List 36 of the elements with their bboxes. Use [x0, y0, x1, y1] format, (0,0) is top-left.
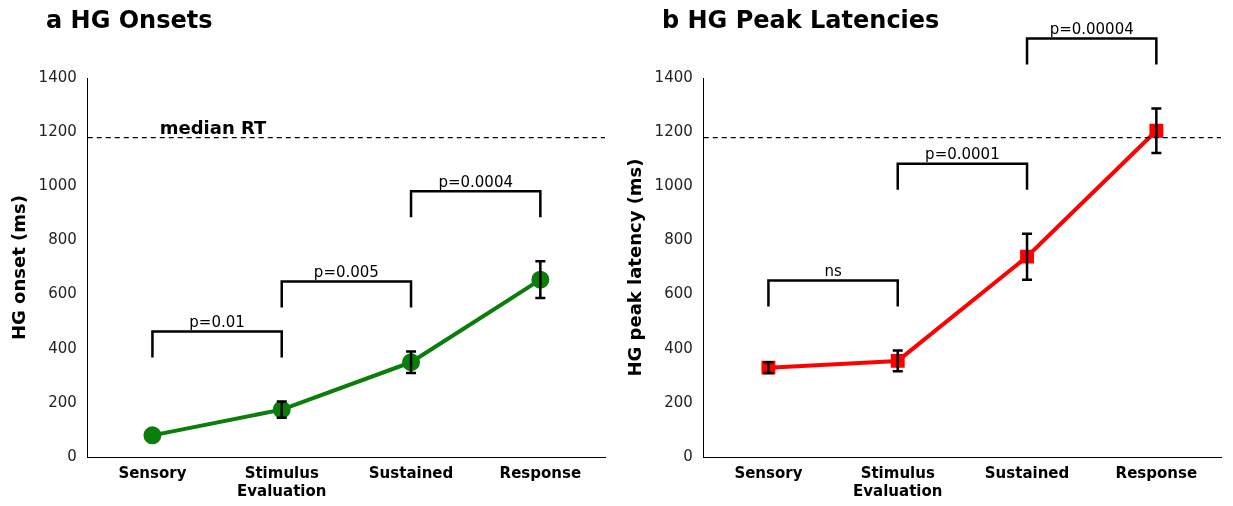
annotation: p=0.005	[313, 262, 379, 281]
y-tick-label: 0	[683, 446, 693, 465]
x-tick-label: Sensory	[118, 463, 187, 482]
x-tick-label: Sustained	[984, 463, 1070, 482]
y-tick-label: 200	[664, 392, 693, 411]
chart-title: a HG Onsets	[46, 6, 213, 34]
y-tick-label: 1000	[654, 176, 693, 195]
y-tick-label: 0	[67, 446, 77, 465]
y-tick-label: 600	[48, 284, 77, 303]
y-tick-label: 800	[48, 230, 77, 249]
x-tick-label: Stimulus Evaluation	[853, 463, 943, 500]
annotation: ns	[824, 262, 842, 280]
y-tick-label: 1200	[654, 122, 693, 141]
ref-line-label: median RT	[159, 117, 268, 139]
y-tick-label: 1200	[38, 122, 77, 141]
y-tick-label: 400	[664, 338, 693, 357]
annotation: p=0.0004	[438, 172, 513, 191]
x-tick-label: Response	[1115, 463, 1198, 482]
y-tick-label: 1400	[38, 67, 77, 86]
text: p=0.00004	[1049, 19, 1134, 38]
y-tick-label: 1400	[654, 67, 693, 86]
annotation: p=0.01	[189, 312, 245, 331]
y-tick-label: 200	[48, 392, 77, 411]
y-axis-title: HG peak latency (ms)	[624, 158, 646, 377]
y-tick-label: 1000	[38, 176, 77, 195]
point	[143, 426, 162, 445]
x-tick-label: Stimulus Evaluation	[237, 463, 327, 500]
y-axis-title: HG onset (ms)	[8, 194, 30, 341]
annotation: p=0.0001	[925, 145, 1000, 164]
y-tick-label: 800	[664, 230, 693, 249]
y-tick-label: 600	[664, 284, 693, 303]
x-tick-label: Sensory	[734, 463, 803, 482]
x-tick-label: Sustained	[368, 463, 454, 482]
chart-title: b HG Peak Latencies	[662, 6, 940, 34]
y-tick-label: 400	[48, 338, 77, 357]
x-tick-label: Response	[499, 463, 582, 482]
